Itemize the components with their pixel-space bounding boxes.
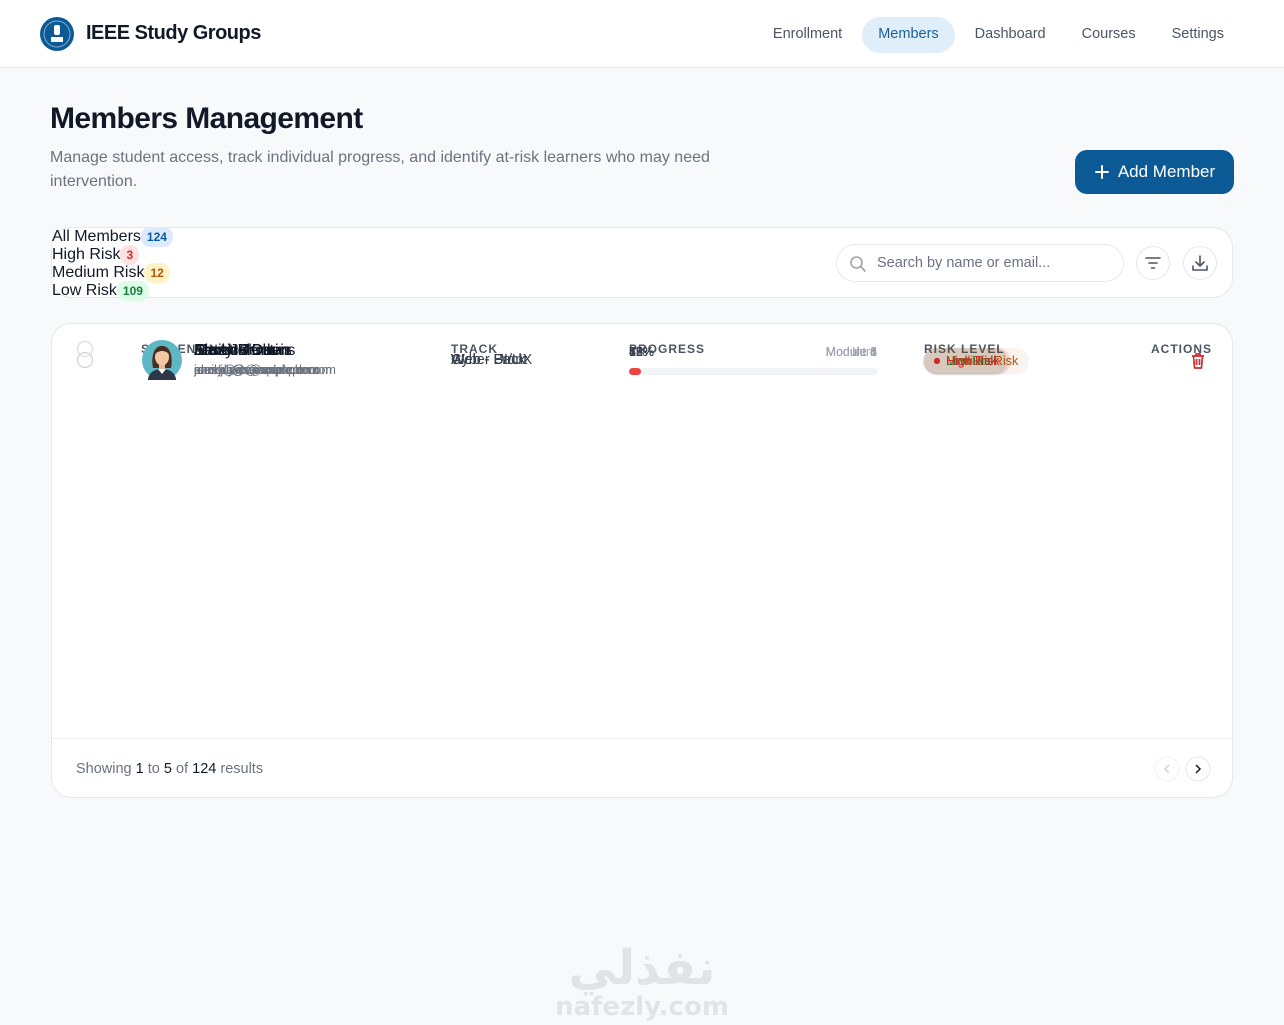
brand[interactable]: IEEE Study Groups xyxy=(86,22,261,44)
column-header: ACTIONS xyxy=(1151,342,1212,356)
summary-text: Showing xyxy=(76,761,132,777)
summary-text: to xyxy=(147,761,160,777)
summary-number: 124 xyxy=(192,761,217,777)
progress-label: 72% xyxy=(629,345,655,359)
track: Web - Back xyxy=(451,352,526,368)
column-header: RISK LEVEL xyxy=(924,342,1005,356)
watermark-arabic: نفذلي xyxy=(568,940,716,996)
search-input[interactable]: Search by name or email... xyxy=(836,244,1124,282)
row-checkbox[interactable] xyxy=(77,352,93,368)
nav-item[interactable]: Enrollment xyxy=(772,26,843,42)
column-header: TRACK xyxy=(451,342,498,356)
risk-label: Low Risk xyxy=(946,353,997,368)
track: Web - UI/UX xyxy=(451,352,533,368)
module: Module 1 xyxy=(825,345,877,359)
page-title: Members Management xyxy=(50,102,363,135)
tab-count: 109 xyxy=(116,281,149,301)
summary-text: results xyxy=(220,761,264,777)
add-member-label: Add Member xyxy=(1117,162,1216,181)
pagination-summary: Showing 1 to 5 of 124 results xyxy=(76,761,263,777)
progress-label: 12% xyxy=(629,345,655,359)
risk-badge: Medium Risk xyxy=(924,348,1029,373)
search-icon xyxy=(850,256,866,272)
tab-label: Medium Risk xyxy=(52,264,145,281)
filter-bar: Search by name or email... All Members 12… xyxy=(51,227,1233,301)
summary-text: of xyxy=(176,761,189,777)
student-name: Sarah Jenkins xyxy=(194,342,296,359)
tab-count: 3 xyxy=(120,245,140,265)
members-table: Showing 1 to 5 of 124 results STUDENT NA… xyxy=(51,323,1233,798)
progress-bar xyxy=(629,368,642,375)
avatar xyxy=(148,346,176,380)
summary-number: 1 xyxy=(135,761,144,777)
track: Web - Front xyxy=(451,352,528,368)
risk-label: Low Risk xyxy=(946,353,997,368)
student-name: Emily Blunt xyxy=(194,342,275,359)
progress-label: 45% xyxy=(629,345,655,359)
student-name: Marcus Chen xyxy=(194,342,290,359)
tab-label: Low Risk xyxy=(52,282,117,299)
progress-label: 5% xyxy=(629,345,648,359)
student-email: jess.davis@example.com xyxy=(194,363,336,377)
risk-label: High Risk xyxy=(946,353,1000,368)
module: Module 8 xyxy=(825,345,877,359)
filter-tab[interactable]: Medium Risk 12 xyxy=(52,263,1232,283)
track: AI xyxy=(451,352,465,368)
logo xyxy=(40,17,74,51)
progress-label: 88% xyxy=(629,345,655,359)
summary-number: 5 xyxy=(163,761,172,777)
nav-item[interactable]: Settings xyxy=(1171,26,1224,42)
download-button[interactable] xyxy=(1183,246,1217,280)
module: Intro xyxy=(851,345,877,359)
risk-dot xyxy=(934,357,940,364)
progress-track xyxy=(629,368,877,375)
student-email: alex.j@example.com xyxy=(194,363,311,377)
risk-badge: High Risk xyxy=(924,348,1010,373)
watermark-latin: nafezly.com xyxy=(555,992,729,1022)
tab-label: All Members xyxy=(52,228,141,245)
filter-button[interactable] xyxy=(1136,246,1170,280)
next-page-button[interactable] xyxy=(1185,756,1211,782)
search-placeholder: Search by name or email... xyxy=(877,255,1051,271)
module: Module 4 xyxy=(825,345,877,359)
module: Module 6 xyxy=(825,345,877,359)
filter-tab[interactable]: High Risk 3 xyxy=(52,245,1232,265)
filter-tab[interactable]: All Members 124 xyxy=(52,227,1232,247)
tab-label: High Risk xyxy=(52,246,121,263)
download-icon xyxy=(1192,255,1208,271)
column-header: PROGRESS xyxy=(629,342,706,356)
risk-label: Medium Risk xyxy=(946,353,1019,368)
student-email: emily.b@example.com xyxy=(194,363,320,377)
filter-icon xyxy=(1145,257,1161,269)
track: Cyber xyxy=(451,352,490,368)
delete-button[interactable] xyxy=(1189,352,1207,370)
student-email: marcus.c@example.com xyxy=(194,363,332,377)
plus-icon xyxy=(1094,165,1109,179)
add-member-button[interactable]: Add Member xyxy=(1075,150,1234,194)
nav-item[interactable]: Members xyxy=(862,17,955,53)
tab-count: 12 xyxy=(144,263,170,283)
top-bar: IEEE Study Groups Enrollment Members Dashb… xyxy=(0,0,1284,68)
nav: Enrollment Members Dashboard Courses Setting… xyxy=(757,17,1240,53)
student-name: Alex Johnson xyxy=(194,342,291,359)
student-email: sarah.j@example.com xyxy=(194,363,319,377)
risk-label: High Risk xyxy=(946,353,1000,368)
prev-page-button[interactable] xyxy=(1154,756,1180,782)
tab-count: 124 xyxy=(140,227,173,247)
nav-item[interactable]: Courses xyxy=(1081,26,1136,42)
footer-divider xyxy=(52,738,1232,739)
page-description: Manage student access, track individual … xyxy=(50,149,710,190)
nav-item[interactable]: Dashboard xyxy=(974,26,1046,42)
student-name: Jessica Davis xyxy=(194,342,292,359)
filter-tab[interactable]: Low Risk 109 xyxy=(52,281,1232,301)
